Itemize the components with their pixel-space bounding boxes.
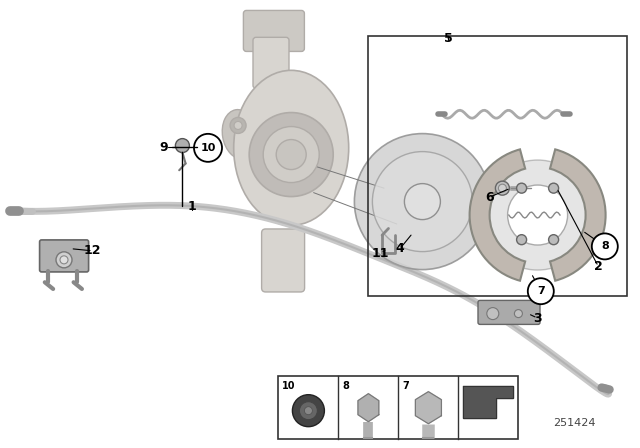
Circle shape (175, 138, 189, 153)
Circle shape (234, 121, 242, 129)
Text: 5: 5 (444, 31, 452, 45)
Text: 12: 12 (84, 244, 102, 258)
Bar (278, 376, 518, 439)
Ellipse shape (222, 110, 258, 159)
Circle shape (499, 184, 506, 192)
FancyBboxPatch shape (478, 301, 540, 324)
Circle shape (495, 181, 509, 195)
Bar (368, 36, 627, 296)
FancyBboxPatch shape (243, 10, 305, 52)
FancyBboxPatch shape (40, 240, 88, 272)
Circle shape (263, 127, 319, 183)
Wedge shape (470, 149, 525, 281)
Text: 8: 8 (601, 241, 609, 251)
Text: 6: 6 (485, 190, 494, 204)
Text: 7: 7 (537, 286, 545, 296)
Circle shape (56, 252, 72, 268)
Wedge shape (550, 149, 605, 281)
Circle shape (528, 278, 554, 304)
Circle shape (372, 151, 472, 252)
Circle shape (592, 233, 618, 259)
Circle shape (548, 235, 559, 245)
Text: 3: 3 (533, 311, 542, 325)
Circle shape (194, 134, 222, 162)
Polygon shape (415, 392, 442, 424)
Text: 10: 10 (200, 143, 216, 153)
Text: 1: 1 (188, 199, 196, 213)
Circle shape (483, 160, 593, 270)
Circle shape (508, 185, 568, 245)
FancyBboxPatch shape (253, 37, 289, 88)
Text: 8: 8 (342, 381, 349, 391)
Text: 9: 9 (159, 141, 168, 155)
Circle shape (515, 310, 522, 318)
Circle shape (404, 184, 440, 220)
Circle shape (60, 256, 68, 264)
Circle shape (355, 134, 490, 270)
Circle shape (305, 407, 312, 415)
Ellipse shape (234, 70, 349, 225)
Circle shape (249, 112, 333, 197)
Text: 10: 10 (282, 381, 296, 391)
Text: 251424: 251424 (553, 418, 595, 428)
Circle shape (300, 402, 317, 420)
Circle shape (516, 183, 527, 193)
Text: 4: 4 (396, 242, 404, 255)
Text: 2: 2 (594, 260, 603, 273)
FancyBboxPatch shape (262, 229, 305, 292)
Circle shape (487, 308, 499, 319)
Circle shape (230, 117, 246, 134)
Polygon shape (358, 394, 379, 422)
Circle shape (292, 395, 324, 426)
Polygon shape (463, 386, 513, 418)
Text: 7: 7 (403, 381, 409, 391)
Circle shape (276, 140, 306, 169)
Circle shape (548, 183, 559, 193)
Text: 11: 11 (372, 246, 390, 260)
Circle shape (516, 235, 527, 245)
